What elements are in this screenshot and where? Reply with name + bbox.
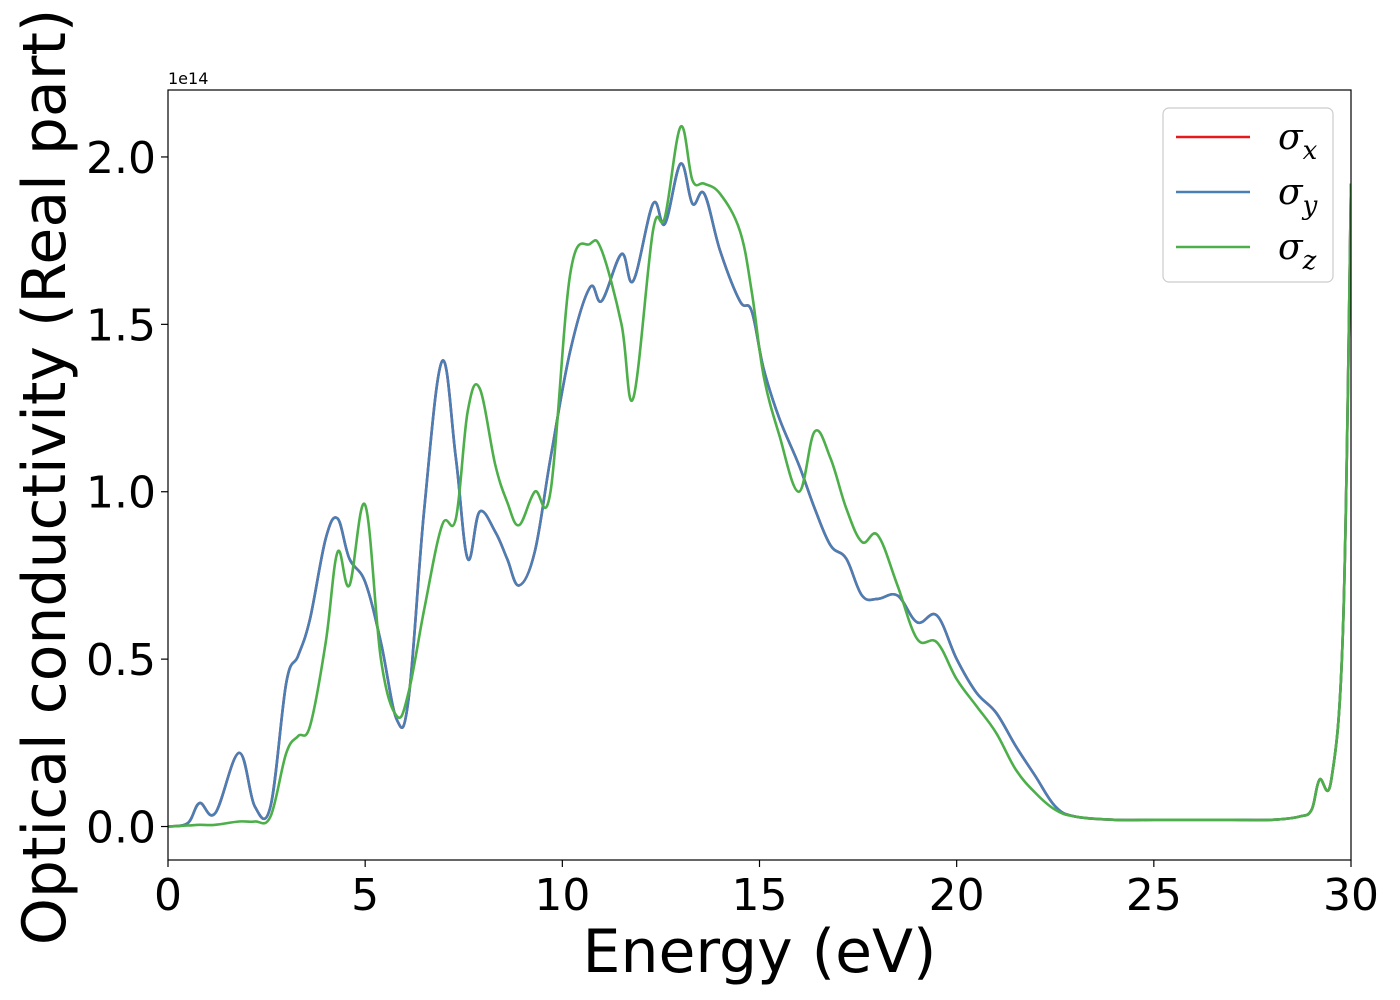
y-axis: 0.0 0.5 1.0 1.5 2.0 bbox=[86, 133, 168, 854]
x-tick-label: 0 bbox=[154, 870, 182, 921]
series-layer bbox=[168, 125, 1351, 828]
legend: σx σy σz bbox=[1162, 107, 1334, 283]
legend-box bbox=[1162, 107, 1334, 283]
y-tick-label: 1.0 bbox=[86, 468, 156, 519]
x-axis-label: Energy (eV) bbox=[583, 917, 937, 987]
y-axis-label: Optical conductivity (Real part) bbox=[10, 9, 80, 946]
x-tick-label: 25 bbox=[1126, 870, 1182, 921]
x-tick-label: 20 bbox=[929, 870, 985, 921]
y-tick-label: 0.0 bbox=[86, 803, 156, 854]
x-tick-label: 15 bbox=[732, 870, 788, 921]
y-offset-label: 1e14 bbox=[168, 69, 208, 88]
x-tick-label: 5 bbox=[351, 870, 379, 921]
legend-label-x: σx bbox=[1278, 117, 1318, 166]
y-tick-label: 0.5 bbox=[86, 635, 156, 686]
x-tick-label: 10 bbox=[534, 870, 590, 921]
x-axis: 0 5 10 15 20 25 30 bbox=[154, 860, 1379, 921]
legend-label-z: σz bbox=[1278, 227, 1317, 276]
series-line-z bbox=[168, 125, 1351, 828]
legend-label-y: σy bbox=[1278, 172, 1318, 221]
y-tick-label: 2.0 bbox=[86, 133, 156, 184]
y-tick-label: 1.5 bbox=[86, 300, 156, 351]
x-tick-label: 30 bbox=[1323, 870, 1379, 921]
